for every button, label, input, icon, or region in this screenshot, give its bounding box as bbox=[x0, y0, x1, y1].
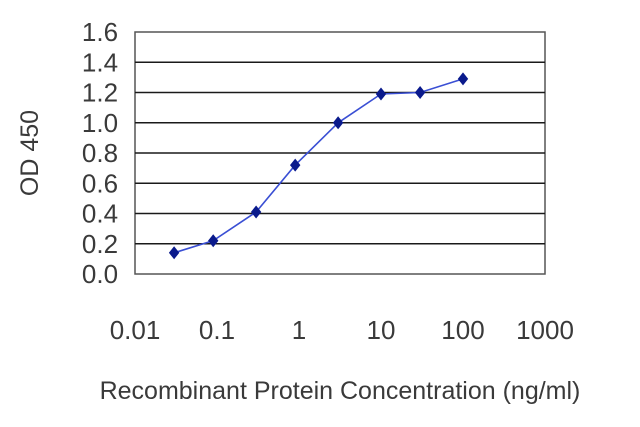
y-tick-label: 0.6 bbox=[82, 168, 118, 198]
data-point bbox=[168, 246, 180, 260]
y-tick-label: 0.8 bbox=[82, 138, 118, 168]
data-point bbox=[332, 116, 344, 130]
plot-area bbox=[134, 31, 546, 275]
y-tick-label: 0.4 bbox=[82, 199, 118, 229]
y-tick-label: 1.4 bbox=[82, 47, 118, 77]
y-tick-label: 0.2 bbox=[82, 229, 118, 259]
data-point bbox=[457, 72, 469, 86]
data-point bbox=[375, 87, 387, 101]
data-point bbox=[250, 205, 262, 219]
x-tick-label: 1000 bbox=[516, 315, 574, 345]
y-tick-label: 1.0 bbox=[82, 108, 118, 138]
y-tick-label: 1.2 bbox=[82, 78, 118, 108]
y-tick-label: 0.0 bbox=[82, 259, 118, 289]
series-line bbox=[173, 78, 464, 254]
x-tick-label: 10 bbox=[367, 315, 396, 345]
data-point bbox=[414, 86, 426, 99]
x-tick-labels: 0.01 0.1 1 10 100 1000 bbox=[110, 315, 574, 345]
data-point bbox=[290, 158, 301, 172]
data-point bbox=[208, 234, 219, 248]
y-axis-title: OD 450 bbox=[16, 110, 44, 196]
x-axis-title: Recombinant Protein Concentration (ng/ml… bbox=[100, 377, 581, 405]
x-tick-label: 0.1 bbox=[199, 315, 235, 345]
x-tick-label: 1 bbox=[292, 315, 306, 345]
data-markers bbox=[168, 72, 469, 260]
series-lines bbox=[173, 78, 464, 254]
x-tick-label: 100 bbox=[441, 315, 484, 345]
y-tick-label: 1.6 bbox=[82, 17, 118, 47]
x-tick-label: 0.01 bbox=[110, 315, 161, 345]
y-tick-labels: 0.00.20.40.60.81.01.21.41.6 bbox=[82, 17, 118, 289]
